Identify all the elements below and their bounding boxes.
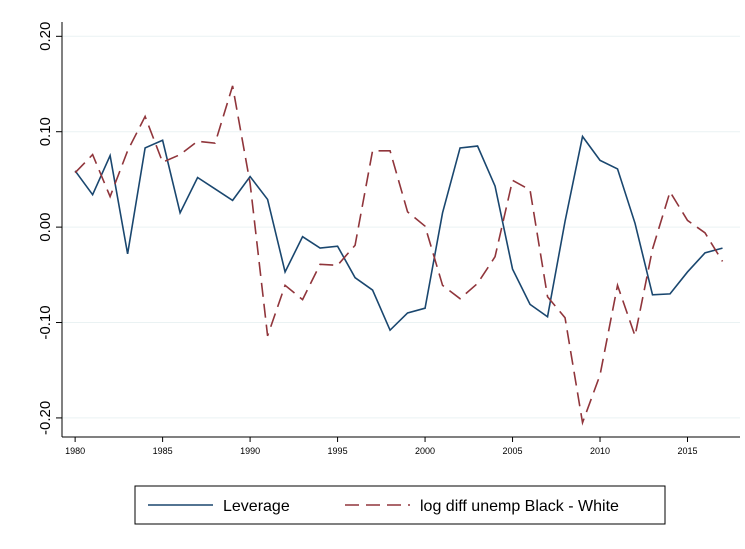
data-line (74, 85, 724, 426)
y-tick-label: -0.20 (37, 401, 54, 435)
y-tick-label: 0.20 (37, 22, 54, 51)
x-tick-label: 2010 (590, 446, 610, 456)
legend-label: log diff unemp Black - White (420, 498, 619, 515)
x-tick-label: 1990 (240, 446, 260, 456)
y-tick-label: 0.10 (37, 117, 54, 146)
x-tick-label: 2015 (677, 446, 697, 456)
data-line (74, 134, 723, 332)
x-tick-label: 2000 (415, 446, 435, 456)
y-tick-label: -0.10 (37, 305, 54, 339)
x-tick-label: 1995 (328, 446, 348, 456)
x-tick-label: 1980 (65, 446, 85, 456)
y-tick-label: 0.00 (37, 213, 54, 242)
x-tick-label: 1985 (153, 446, 173, 456)
legend-label: Leverage (223, 498, 290, 515)
x-tick-label: 2005 (503, 446, 523, 456)
legend: Leverage log diff unemp Black - White (134, 485, 666, 525)
